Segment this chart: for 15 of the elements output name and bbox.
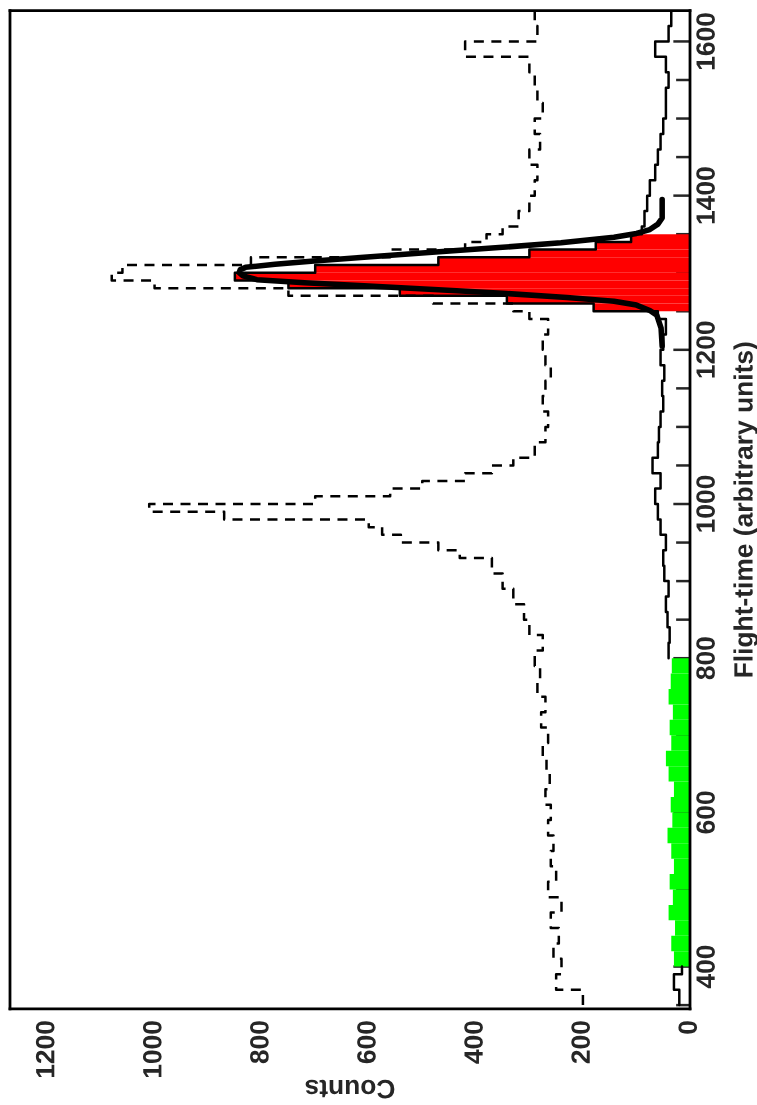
y-tick-label: 400: [696, 945, 715, 989]
y-tick-label: 1200: [696, 321, 715, 378]
x-tick-label: 800: [250, 1021, 269, 1064]
y-tick-label: 1400: [696, 167, 715, 224]
y-tick-label: 600: [696, 791, 715, 834]
x-tick-label: 1000: [142, 1021, 162, 1078]
x-axis-title: Counts: [305, 1079, 395, 1099]
x-tick-label: 0: [678, 1021, 698, 1034]
x-tick-label: 600: [357, 1021, 376, 1064]
x-tick-label: 1200: [35, 1021, 55, 1078]
y-tick-label: 800: [696, 637, 715, 680]
y-tick-label: 1600: [696, 13, 715, 70]
x-tick-label: 400: [464, 1021, 483, 1064]
y-tick-label: 1000: [696, 475, 715, 532]
x-tick-label: 200: [571, 1021, 590, 1064]
